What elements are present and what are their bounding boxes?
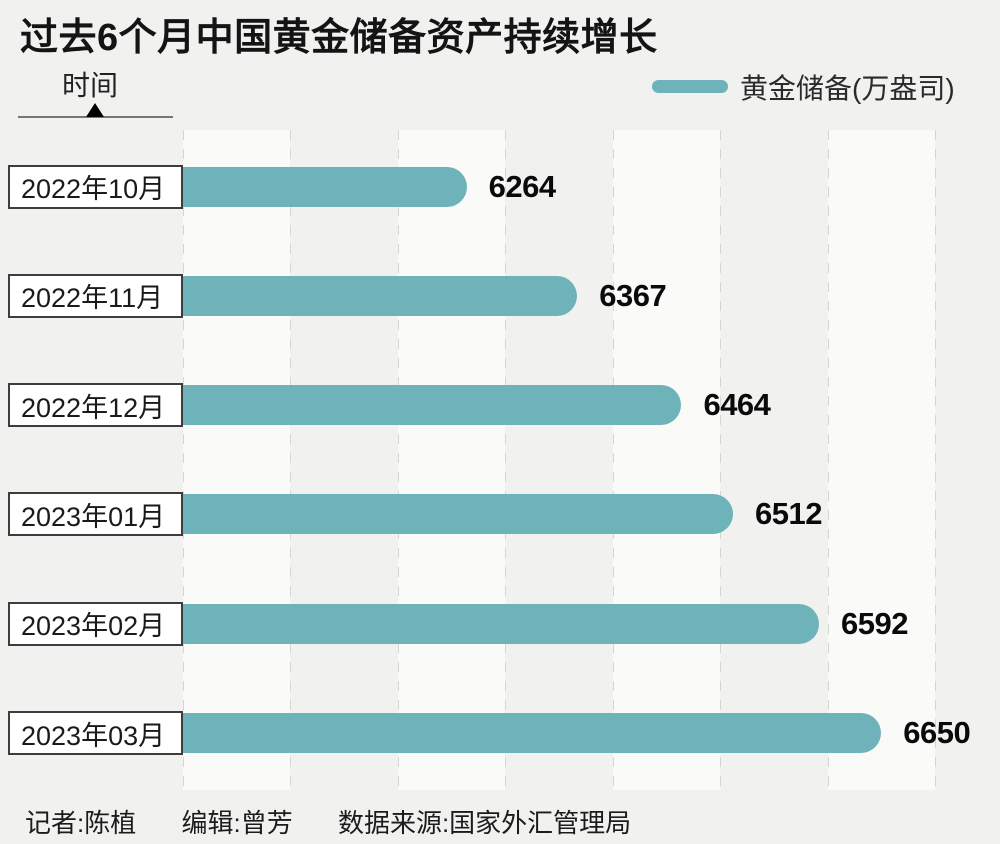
category-label-box: 2023年03月 xyxy=(8,711,183,755)
category-label-box: 2022年10月 xyxy=(8,164,183,209)
gridline xyxy=(397,130,399,790)
legend-swatch xyxy=(652,80,728,93)
bar-value-label: 6264 xyxy=(488,168,556,204)
bar xyxy=(183,385,682,426)
bar-value-label: 6650 xyxy=(903,715,971,750)
category-label-box: 2022年11月 xyxy=(8,273,183,318)
grid-band xyxy=(397,130,506,790)
footer-credits: 记者:陈植 编辑:曾芳 数据来源:国家外汇管理局 xyxy=(25,803,631,840)
gridline xyxy=(827,130,829,790)
bar xyxy=(183,275,578,316)
bar-value-label: 6592 xyxy=(840,605,908,641)
footer-data-source: 数据来源:国家外汇管理局 xyxy=(337,808,632,838)
chart-title: 过去6个月中国黄金储备资产持续增长 xyxy=(20,17,658,59)
bar-value-label: 6464 xyxy=(703,387,771,423)
y-axis-line xyxy=(18,116,173,118)
gridline xyxy=(720,130,722,790)
footer-reporter: 记者:陈植 xyxy=(25,808,137,838)
category-label-box: 2022年12月 xyxy=(8,383,183,428)
grid-band xyxy=(183,130,291,790)
category-label-box: 2023年02月 xyxy=(8,601,183,646)
bar xyxy=(183,713,882,753)
y-axis-arrow-icon xyxy=(86,103,104,117)
gridline xyxy=(612,130,614,790)
bar-value-label: 6367 xyxy=(599,277,667,313)
gridline xyxy=(290,130,292,790)
gridline xyxy=(183,130,184,790)
y-axis-label: 时间 xyxy=(62,70,119,101)
bar xyxy=(183,166,467,207)
gridline xyxy=(505,130,507,790)
grid-band xyxy=(827,130,935,790)
plot-area: 2022年10月 6264 2022年11月 6367 2022年12月 6464 2023… xyxy=(0,130,1000,790)
grid-band xyxy=(612,130,721,790)
bar-value-label: 6512 xyxy=(755,496,822,532)
gridline xyxy=(935,130,936,790)
bar xyxy=(183,494,734,535)
legend-label: 黄金储备(万盎司) xyxy=(740,73,955,104)
footer-editor: 编辑:曾芳 xyxy=(181,808,293,838)
category-label-box: 2023年01月 xyxy=(8,492,183,537)
bar xyxy=(183,603,819,644)
